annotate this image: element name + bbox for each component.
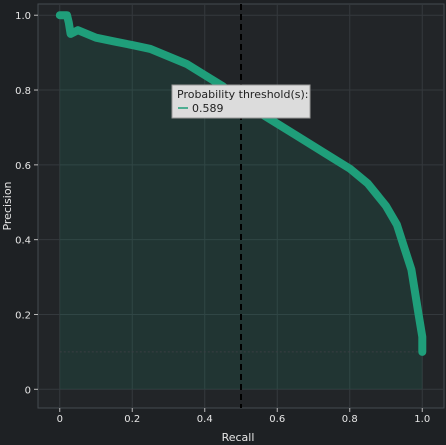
y-tick-label: 1.0 xyxy=(15,11,31,22)
tooltip-value: 0.589 xyxy=(192,102,224,115)
x-tick-label: 0.4 xyxy=(197,414,213,425)
y-tick-label: 0.4 xyxy=(15,236,31,247)
threshold-tooltip: Probability threshold(s): 0.589 xyxy=(171,84,311,119)
y-tick-label: 0 xyxy=(25,385,31,396)
y-tick-label: 0.6 xyxy=(15,161,31,172)
tooltip-title: Probability threshold(s): xyxy=(177,88,308,101)
pr-curve-area xyxy=(59,15,423,390)
tooltip-box xyxy=(171,84,311,119)
y-axis-ticks: 0 0.2 0.4 0.6 0.8 1.0 xyxy=(15,11,38,396)
y-axis-label: Precision xyxy=(1,181,14,230)
y-tick-label: 0.8 xyxy=(15,86,31,97)
x-tick-label: 0.2 xyxy=(124,414,140,425)
x-tick-label: 0 xyxy=(57,414,63,425)
x-tick-label: 1.0 xyxy=(414,414,430,425)
y-tick-label: 0.2 xyxy=(15,310,31,321)
x-tick-label: 0.8 xyxy=(342,414,358,425)
x-axis-ticks: 0 0.2 0.4 0.6 0.8 1.0 xyxy=(57,408,430,425)
x-axis-label: Recall xyxy=(222,431,255,444)
x-tick-label: 0.6 xyxy=(269,414,285,425)
